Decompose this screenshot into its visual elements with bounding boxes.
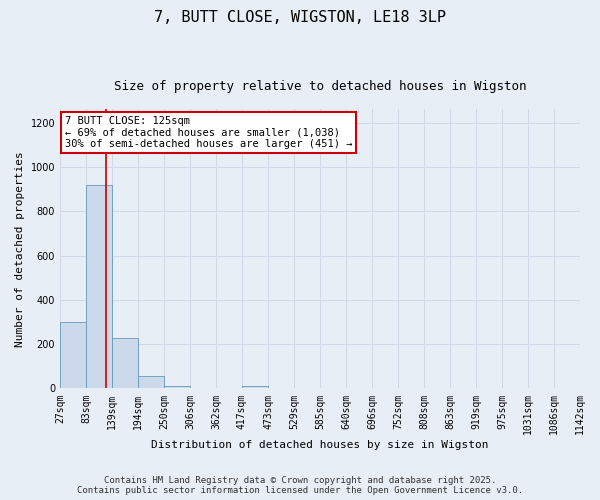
Title: Size of property relative to detached houses in Wigston: Size of property relative to detached ho… bbox=[114, 80, 526, 93]
Bar bbox=[112, 338, 138, 388]
Bar bbox=[86, 184, 112, 388]
Text: Contains HM Land Registry data © Crown copyright and database right 2025.
Contai: Contains HM Land Registry data © Crown c… bbox=[77, 476, 523, 495]
X-axis label: Distribution of detached houses by size in Wigston: Distribution of detached houses by size … bbox=[151, 440, 489, 450]
Bar bbox=[60, 322, 86, 388]
Y-axis label: Number of detached properties: Number of detached properties bbox=[15, 151, 25, 347]
Bar bbox=[138, 376, 164, 388]
Bar bbox=[164, 386, 190, 388]
Bar bbox=[242, 386, 268, 388]
Text: 7, BUTT CLOSE, WIGSTON, LE18 3LP: 7, BUTT CLOSE, WIGSTON, LE18 3LP bbox=[154, 10, 446, 25]
Text: 7 BUTT CLOSE: 125sqm
← 69% of detached houses are smaller (1,038)
30% of semi-de: 7 BUTT CLOSE: 125sqm ← 69% of detached h… bbox=[65, 116, 352, 150]
